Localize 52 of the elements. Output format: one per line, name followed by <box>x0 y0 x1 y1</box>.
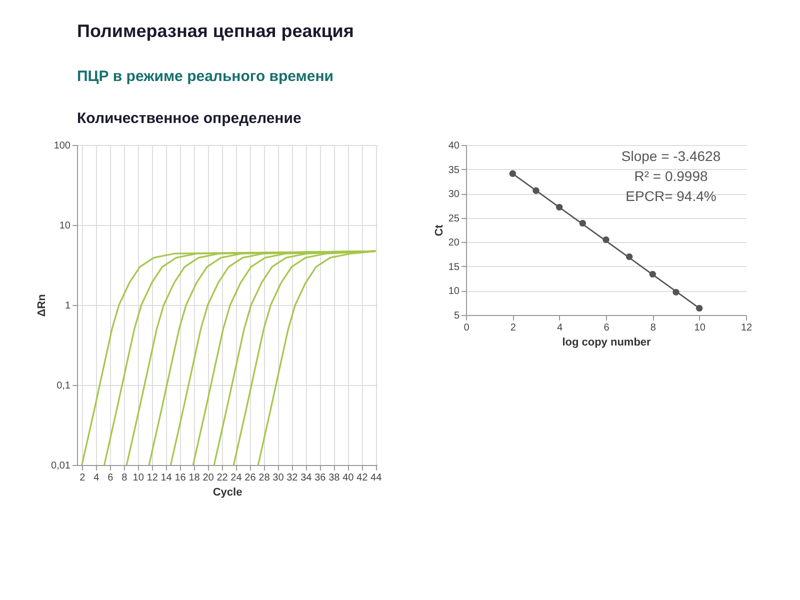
x-tick-label: 2 <box>510 322 516 334</box>
text: Количественное определение <box>77 110 302 127</box>
y-tick-label: 100 <box>54 140 71 152</box>
y-tick-label: 25 <box>448 213 460 224</box>
chart-subtitle: ПЦР в режиме реального времени <box>77 68 334 85</box>
y-tick-label: 0,1 <box>56 380 71 392</box>
chart-title: Полимеразная цепная реакция <box>77 21 354 41</box>
x-tick-label: 12 <box>740 322 752 334</box>
y-tick-label: 40 <box>448 140 460 152</box>
x-tick-label: 26 <box>244 472 256 484</box>
x-tick-label: 18 <box>188 472 200 484</box>
x-tick-label: 8 <box>122 472 128 484</box>
x-tick-label: 34 <box>300 472 312 484</box>
x-tick-label: 16 <box>174 472 186 484</box>
x-tick-label: 10 <box>132 472 144 484</box>
x-tick-label: 2 <box>80 472 86 484</box>
x-axis-title: log copy number <box>562 336 652 348</box>
x-tick-label: 0 <box>464 322 470 334</box>
x-tick-label: 32 <box>286 472 298 484</box>
x-tick-label: 4 <box>94 472 100 484</box>
x-tick-label: 4 <box>557 322 564 334</box>
x-tick-label: 44 <box>370 472 382 484</box>
y-tick-label: 10 <box>448 286 460 298</box>
y-tick-label: 35 <box>448 164 460 176</box>
y-tick-label: 5 <box>454 310 460 322</box>
y-tick-label: 10 <box>59 220 71 232</box>
x-tick-label: 38 <box>328 472 340 484</box>
x-axis-title: Cycle <box>212 486 242 498</box>
annotation: R² = 0.9998 <box>634 168 708 184</box>
x-tick-label: 12 <box>146 472 158 484</box>
y-tick-label: 20 <box>448 238 460 249</box>
x-tick-label: 6 <box>604 322 610 334</box>
x-tick-label: 20 <box>202 472 214 484</box>
y-tick-label: 0,01 <box>51 460 71 472</box>
x-tick-label: 22 <box>216 472 228 484</box>
annotation: Slope = -3.4628 <box>621 148 721 164</box>
x-tick-label: 14 <box>160 472 172 484</box>
y-tick-label: 30 <box>448 189 460 200</box>
x-tick-label: 10 <box>694 322 706 334</box>
annotation: EPCR= 94.4% <box>626 188 716 204</box>
y-tick-label: 1 <box>64 300 71 312</box>
y-tick-label: 15 <box>448 262 460 273</box>
x-tick-label: 6 <box>108 472 114 484</box>
x-tick-label: 40 <box>342 472 354 484</box>
x-tick-label: 42 <box>356 472 368 484</box>
y-axis-title: ΔRn <box>36 294 48 317</box>
x-tick-label: 30 <box>272 472 284 484</box>
x-tick-label: 8 <box>650 322 656 334</box>
x-tick-label: 24 <box>230 472 242 484</box>
x-tick-label: 36 <box>314 472 326 484</box>
y-axis-title: Ct <box>433 224 446 236</box>
x-tick-label: 28 <box>258 472 270 484</box>
